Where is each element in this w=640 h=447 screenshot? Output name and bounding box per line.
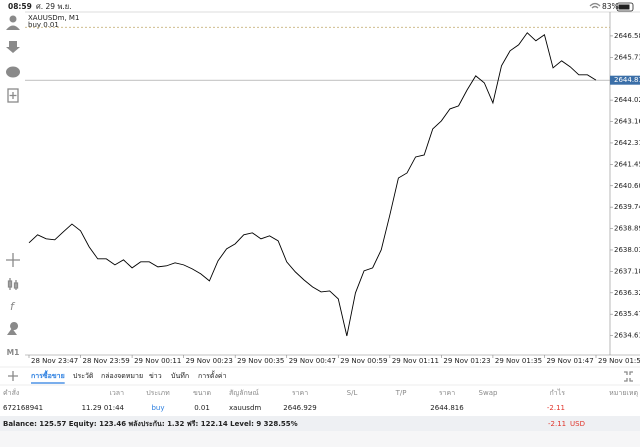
x-tick-label: 28 Nov 23:59 (83, 357, 130, 365)
battery-fill (618, 4, 630, 10)
tab[interactable]: การซื้อขาย (31, 369, 65, 380)
expand-icon[interactable] (624, 371, 633, 382)
column-header: คำสั่ง (3, 388, 19, 397)
column-header: ราคา (292, 389, 308, 397)
table-cell: 672168941 (3, 404, 43, 412)
new-doc-icon[interactable] (7, 88, 19, 103)
table-cell: xauusdm (229, 404, 261, 412)
x-tick-label: 28 Nov 23:47 (31, 357, 78, 365)
column-header: S/L (347, 389, 358, 397)
currency: USD (570, 420, 585, 428)
y-tick-label: 2642.310 (614, 139, 640, 147)
y-tick-label: 2638.035 (614, 246, 640, 254)
chat-icon[interactable] (6, 66, 20, 78)
account-icon[interactable] (9, 15, 17, 23)
column-header: ราคา (439, 389, 455, 397)
tab[interactable]: การตั้งค่า (198, 369, 227, 380)
wifi-icon (589, 2, 601, 9)
account-icon-body (6, 25, 20, 30)
table-cell: -2.11 (547, 404, 565, 412)
x-tick-label: 29 Nov 00:11 (134, 357, 181, 365)
y-tick-label: 2643.165 (614, 118, 640, 126)
objects-icon[interactable] (7, 322, 19, 335)
x-tick-label: 29 Nov 00:35 (237, 357, 284, 365)
indicator-icon[interactable]: f (10, 300, 16, 313)
y-tick-label: 2646.585 (614, 32, 640, 40)
tabs: การซื้อขาย ประวัติ กล่องจดหมาย ข่าว บันทึก กา… (31, 369, 227, 384)
x-tick-label: 29 Nov 01:11 (392, 357, 439, 365)
trade-icon[interactable] (6, 41, 20, 53)
balance-bar (0, 416, 640, 431)
y-tick-label: 2640.600 (614, 182, 640, 190)
x-tick-label: 29 Nov 01:23 (443, 357, 490, 365)
balance-summary: Balance: 125.57 Equity: 123.46 พลังประกั… (3, 420, 298, 428)
chart-type-icon[interactable] (7, 278, 19, 290)
trade-table: คำสั่ง เวลา ประเภท ขนาด สัญลักษณ์ ราคา S/L T/P ร… (3, 388, 638, 412)
table-cell: buy (151, 404, 164, 412)
column-header: ขนาด (193, 389, 211, 397)
x-tick-label: 29 Nov 00:23 (186, 357, 233, 365)
y-tick-label: 2644.020 (614, 96, 640, 104)
chart-title: XAUUSDm, M1 (28, 14, 79, 22)
new-doc-plus (9, 92, 17, 99)
table-cell: 0.01 (194, 404, 210, 412)
column-header: ประเภท (146, 389, 170, 397)
order-line-label: buy 0.01 (28, 21, 59, 29)
tab[interactable]: บันทึก (171, 371, 189, 380)
status-time: 08:59 (8, 2, 32, 11)
column-header: Swap (479, 389, 498, 397)
crosshair-icon[interactable] (6, 253, 20, 267)
tab[interactable]: กล่องจดหมาย (101, 372, 143, 380)
timeframe-button[interactable]: M1 (7, 348, 20, 357)
plot: 2646.585 2645.730 2644.020 2643.165 2642.310… (25, 26, 640, 365)
column-header: หมายเหตุ (609, 389, 638, 397)
y-tick-label: 2637.18 (614, 267, 640, 275)
y-tick-label: 2641.455 (614, 160, 640, 168)
tab[interactable]: ประวัติ (73, 372, 94, 380)
y-tick-label: 2638.89 (614, 225, 640, 233)
column-header: เวลา (109, 389, 124, 397)
current-price-box (610, 75, 640, 85)
y-tick-label: 2635.47 (614, 310, 640, 318)
table-cell: 2646.929 (283, 404, 316, 412)
x-tick-label: 29 Nov 01:47 (546, 357, 593, 365)
x-tick-label: 29 Nov 00:59 (340, 357, 387, 365)
column-header: กำไร (550, 388, 566, 397)
x-tick-label: 29 Nov 01:35 (495, 357, 542, 365)
add-order-icon[interactable] (8, 371, 18, 381)
current-price-label: 2644.816 (614, 76, 640, 84)
bottom-bar (0, 431, 640, 447)
price-line (28, 32, 597, 337)
total-profit: -2.11 (548, 420, 566, 428)
battery-icon (616, 2, 634, 12)
table-cell: 11.29 01:44 (82, 404, 125, 412)
left-toolbar: f M1 (6, 15, 20, 357)
column-header: T/P (395, 389, 407, 397)
status-date: ศ. 29 พ.ย. (36, 2, 72, 11)
x-tick-label: 29 Nov 01:59 (598, 357, 640, 365)
column-header: สัญลักษณ์ (229, 389, 259, 397)
tab[interactable]: ข่าว (149, 372, 162, 380)
battery-level: 83% (602, 2, 619, 11)
y-tick-label: 2636.325 (614, 289, 640, 297)
y-tick-label: 2639.745 (614, 203, 640, 211)
table-cell: 2644.816 (430, 404, 464, 412)
x-tick-label: 29 Nov 00:47 (289, 357, 336, 365)
y-tick-label: 2645.730 (614, 53, 640, 61)
y-tick-label: 2634.615 (614, 332, 640, 340)
